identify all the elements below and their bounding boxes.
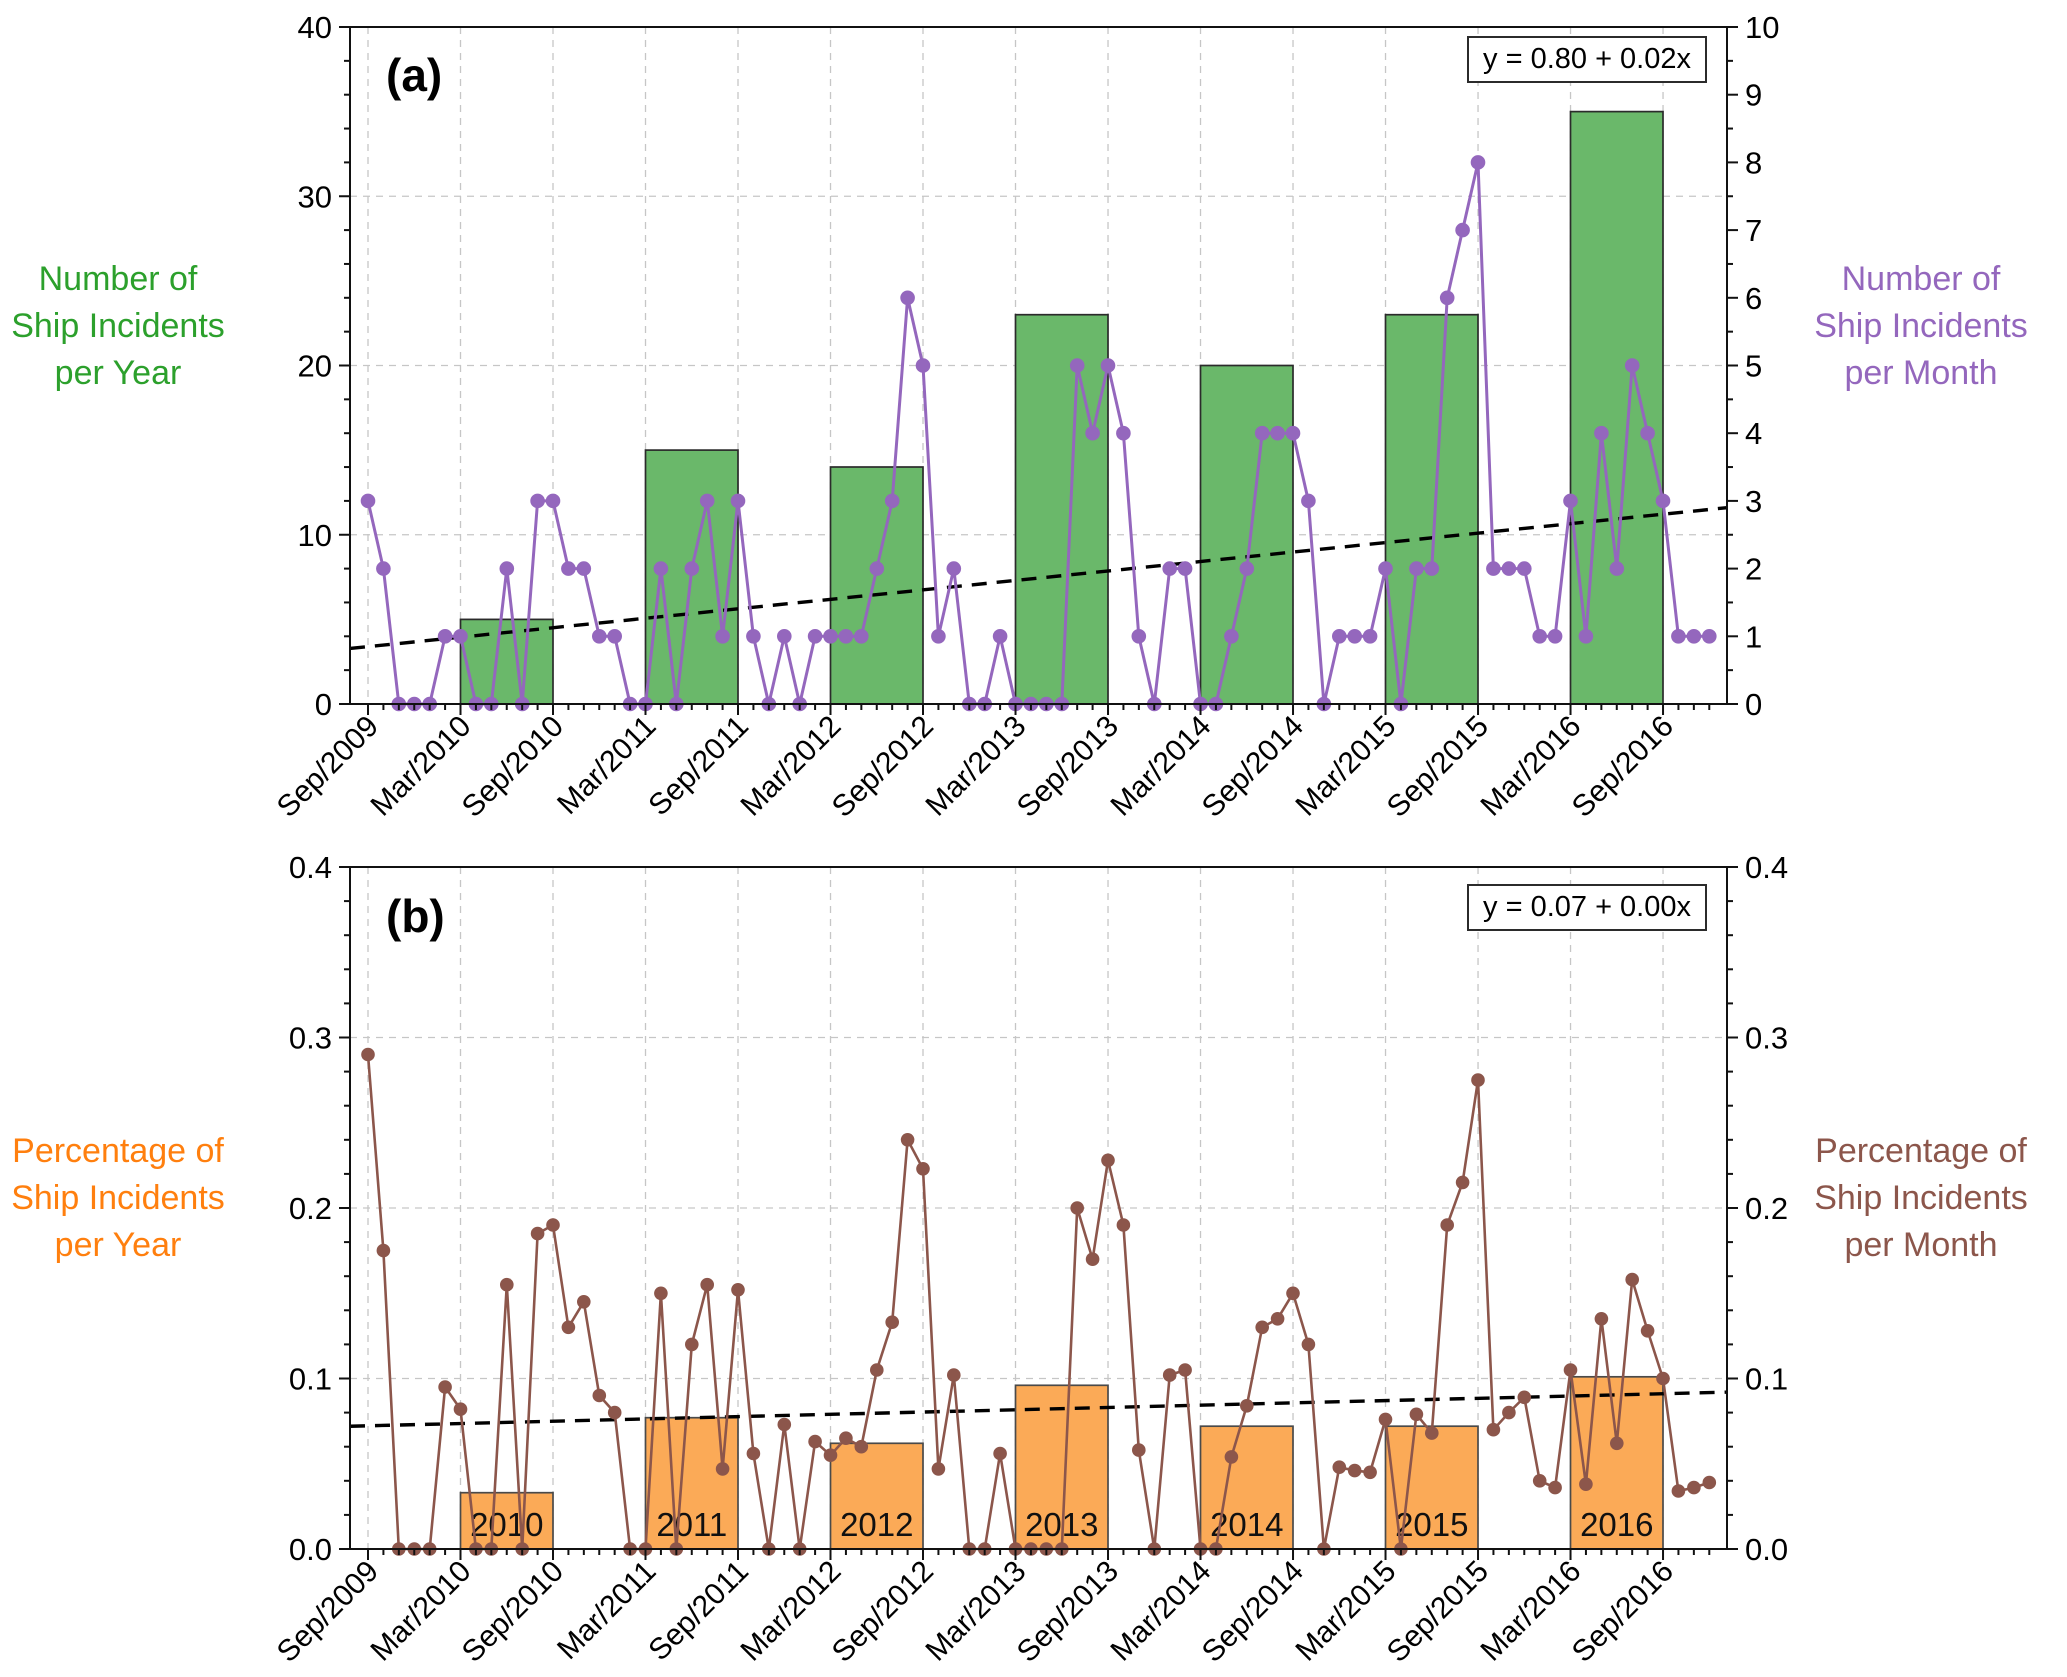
panel-a-x-ticks: Sep/2009Mar/2010Sep/2010Mar/2011Sep/2011… <box>271 704 1711 824</box>
axis-title-line: Ship Incidents <box>1814 307 2028 345</box>
y-tick-label-right: 0.3 <box>1745 1021 1788 1056</box>
y-tick-label-right: 6 <box>1745 281 1762 316</box>
x-tick-label: Sep/2015 <box>1381 1555 1495 1669</box>
panel-b-trend-equation: y = 0.07 + 0.00x <box>1467 884 1707 931</box>
y-tick-label-right: 0.1 <box>1745 1362 1788 1397</box>
x-tick-label: Sep/2015 <box>1381 710 1495 824</box>
panel-b-trend-line <box>349 1390 1728 1428</box>
axis-title-line: per Year <box>54 1226 182 1264</box>
panel-a-monthly-markers <box>360 155 1717 712</box>
x-tick-label: Sep/2010 <box>456 710 570 824</box>
x-tick-label: Sep/2014 <box>1196 1555 1310 1669</box>
x-tick-label: Sep/2011 <box>642 1555 755 1668</box>
y-tick-label-right: 8 <box>1745 145 1762 180</box>
x-tick-label: Mar/2011 <box>551 710 662 821</box>
axis-title-line: Ship Incidents <box>1814 1179 2028 1217</box>
axis-title-line: Percentage of <box>1815 1132 2027 1170</box>
x-tick-label: Sep/2009 <box>271 1555 385 1669</box>
x-tick-label: Mar/2011 <box>551 1555 662 1666</box>
panel-b-right-axis-title: Percentage of Ship Incidents per Month <box>1782 1128 2060 1269</box>
axis-title-line: per Month <box>1844 1226 1998 1264</box>
x-tick-label: Sep/2016 <box>1566 1555 1680 1669</box>
y-tick-label-left: 0.4 <box>289 850 332 885</box>
y-tick-label-left: 0.1 <box>289 1362 332 1397</box>
panel-a-y-ticks: 0 0 1 2 10 3 4 20 5 6 7 30 8 9 40 10 <box>298 10 1780 722</box>
axis-title-line: Number of <box>1841 260 2001 298</box>
year-bar-2015 <box>1384 313 1479 705</box>
y-tick-label-right: 10 <box>1745 10 1779 45</box>
y-tick-label-right: 0.0 <box>1745 1532 1788 1567</box>
year-bar-2016 <box>1569 110 1664 705</box>
x-tick-label: Sep/2013 <box>1011 1555 1125 1669</box>
y-tick-label-right: 1 <box>1745 619 1762 654</box>
x-tick-label: Sep/2013 <box>1011 710 1125 824</box>
bar-year-label: 2010 <box>470 1506 543 1543</box>
x-tick-label: Sep/2010 <box>456 1555 570 1669</box>
x-tick-label: Sep/2009 <box>271 710 385 824</box>
y-tick-label-left: 40 <box>298 10 332 45</box>
y-tick-label-left: 0.3 <box>289 1021 332 1056</box>
panel-a-left-axis-title: Number of Ship Incidents per Year <box>4 256 232 397</box>
axis-title-line: Percentage of <box>12 1132 224 1170</box>
panel-a: 0 0 1 2 10 3 4 20 5 6 7 30 8 9 40 10 Sep/2009Mar/2010Sep… <box>271 10 1780 824</box>
bar-year-label: 2015 <box>1395 1506 1468 1543</box>
x-tick-label: Sep/2014 <box>1196 710 1310 824</box>
y-tick-label-right: 9 <box>1745 78 1762 113</box>
y-tick-label-right: 2 <box>1745 552 1762 587</box>
x-tick-label: Sep/2011 <box>642 710 755 823</box>
y-tick-label-right: 0.2 <box>1745 1191 1788 1226</box>
y-tick-label-right: 0 <box>1745 687 1762 722</box>
y-tick-label-right: 0.4 <box>1745 850 1788 885</box>
y-tick-label-left: 0.2 <box>289 1191 332 1226</box>
y-tick-label-right: 5 <box>1745 349 1762 384</box>
axis-title-line: Ship Incidents <box>11 307 225 345</box>
bar-year-label: 2016 <box>1580 1506 1653 1543</box>
year-bar-2012 <box>829 1442 924 1550</box>
y-tick-label-right: 4 <box>1745 416 1762 451</box>
y-tick-label-left: 20 <box>298 349 332 384</box>
y-tick-label-left: 0 <box>315 687 332 722</box>
y-tick-label-left: 0.0 <box>289 1532 332 1567</box>
panel-b-y-ticks: 0.0 0.0 0.1 0.1 0.2 0.2 0.3 0.3 0.4 0.4 <box>289 850 1788 1567</box>
bar-year-label: 2011 <box>656 1506 727 1543</box>
panel-b-year-bars: 2010 2011 2012 2013 2014 2015 2016 <box>459 1375 1664 1550</box>
year-bar-2012 <box>829 466 924 705</box>
axis-title-line: per Month <box>1844 354 1998 392</box>
panel-a-label: (a) <box>386 49 443 101</box>
year-bar-2016 <box>1569 1375 1664 1550</box>
panel-a-trend-equation: y = 0.80 + 0.02x <box>1467 36 1707 83</box>
y-tick-label-right: 3 <box>1745 484 1762 519</box>
year-bar-2014 <box>1199 364 1294 705</box>
x-tick-label: Sep/2012 <box>826 710 940 824</box>
axis-title-line: Ship Incidents <box>11 1179 225 1217</box>
x-tick-label: Sep/2016 <box>1566 710 1680 824</box>
year-bar-2013 <box>1014 313 1109 705</box>
y-tick-label-left: 30 <box>298 179 332 214</box>
panel-b-label: (b) <box>386 890 445 942</box>
axis-title-line: Number of <box>38 260 198 298</box>
panel-b-left-axis-title: Percentage of Ship Incidents per Year <box>4 1128 232 1269</box>
panel-a-right-axis-title: Number of Ship Incidents per Month <box>1782 256 2060 397</box>
panel-b-grid <box>350 867 1727 1549</box>
axis-title-line: per Year <box>54 354 182 392</box>
panel-a-trend-line <box>349 505 1728 651</box>
year-bar-2015 <box>1384 1425 1479 1550</box>
x-tick-label: Sep/2012 <box>826 1555 940 1669</box>
panel-b-x-ticks: Sep/2009Mar/2010Sep/2010Mar/2011Sep/2011… <box>271 1549 1711 1669</box>
panel-a-year-bars <box>459 110 1664 705</box>
bar-year-label: 2012 <box>840 1506 913 1543</box>
y-tick-label-left: 10 <box>298 518 332 553</box>
y-tick-label-right: 7 <box>1745 213 1762 248</box>
